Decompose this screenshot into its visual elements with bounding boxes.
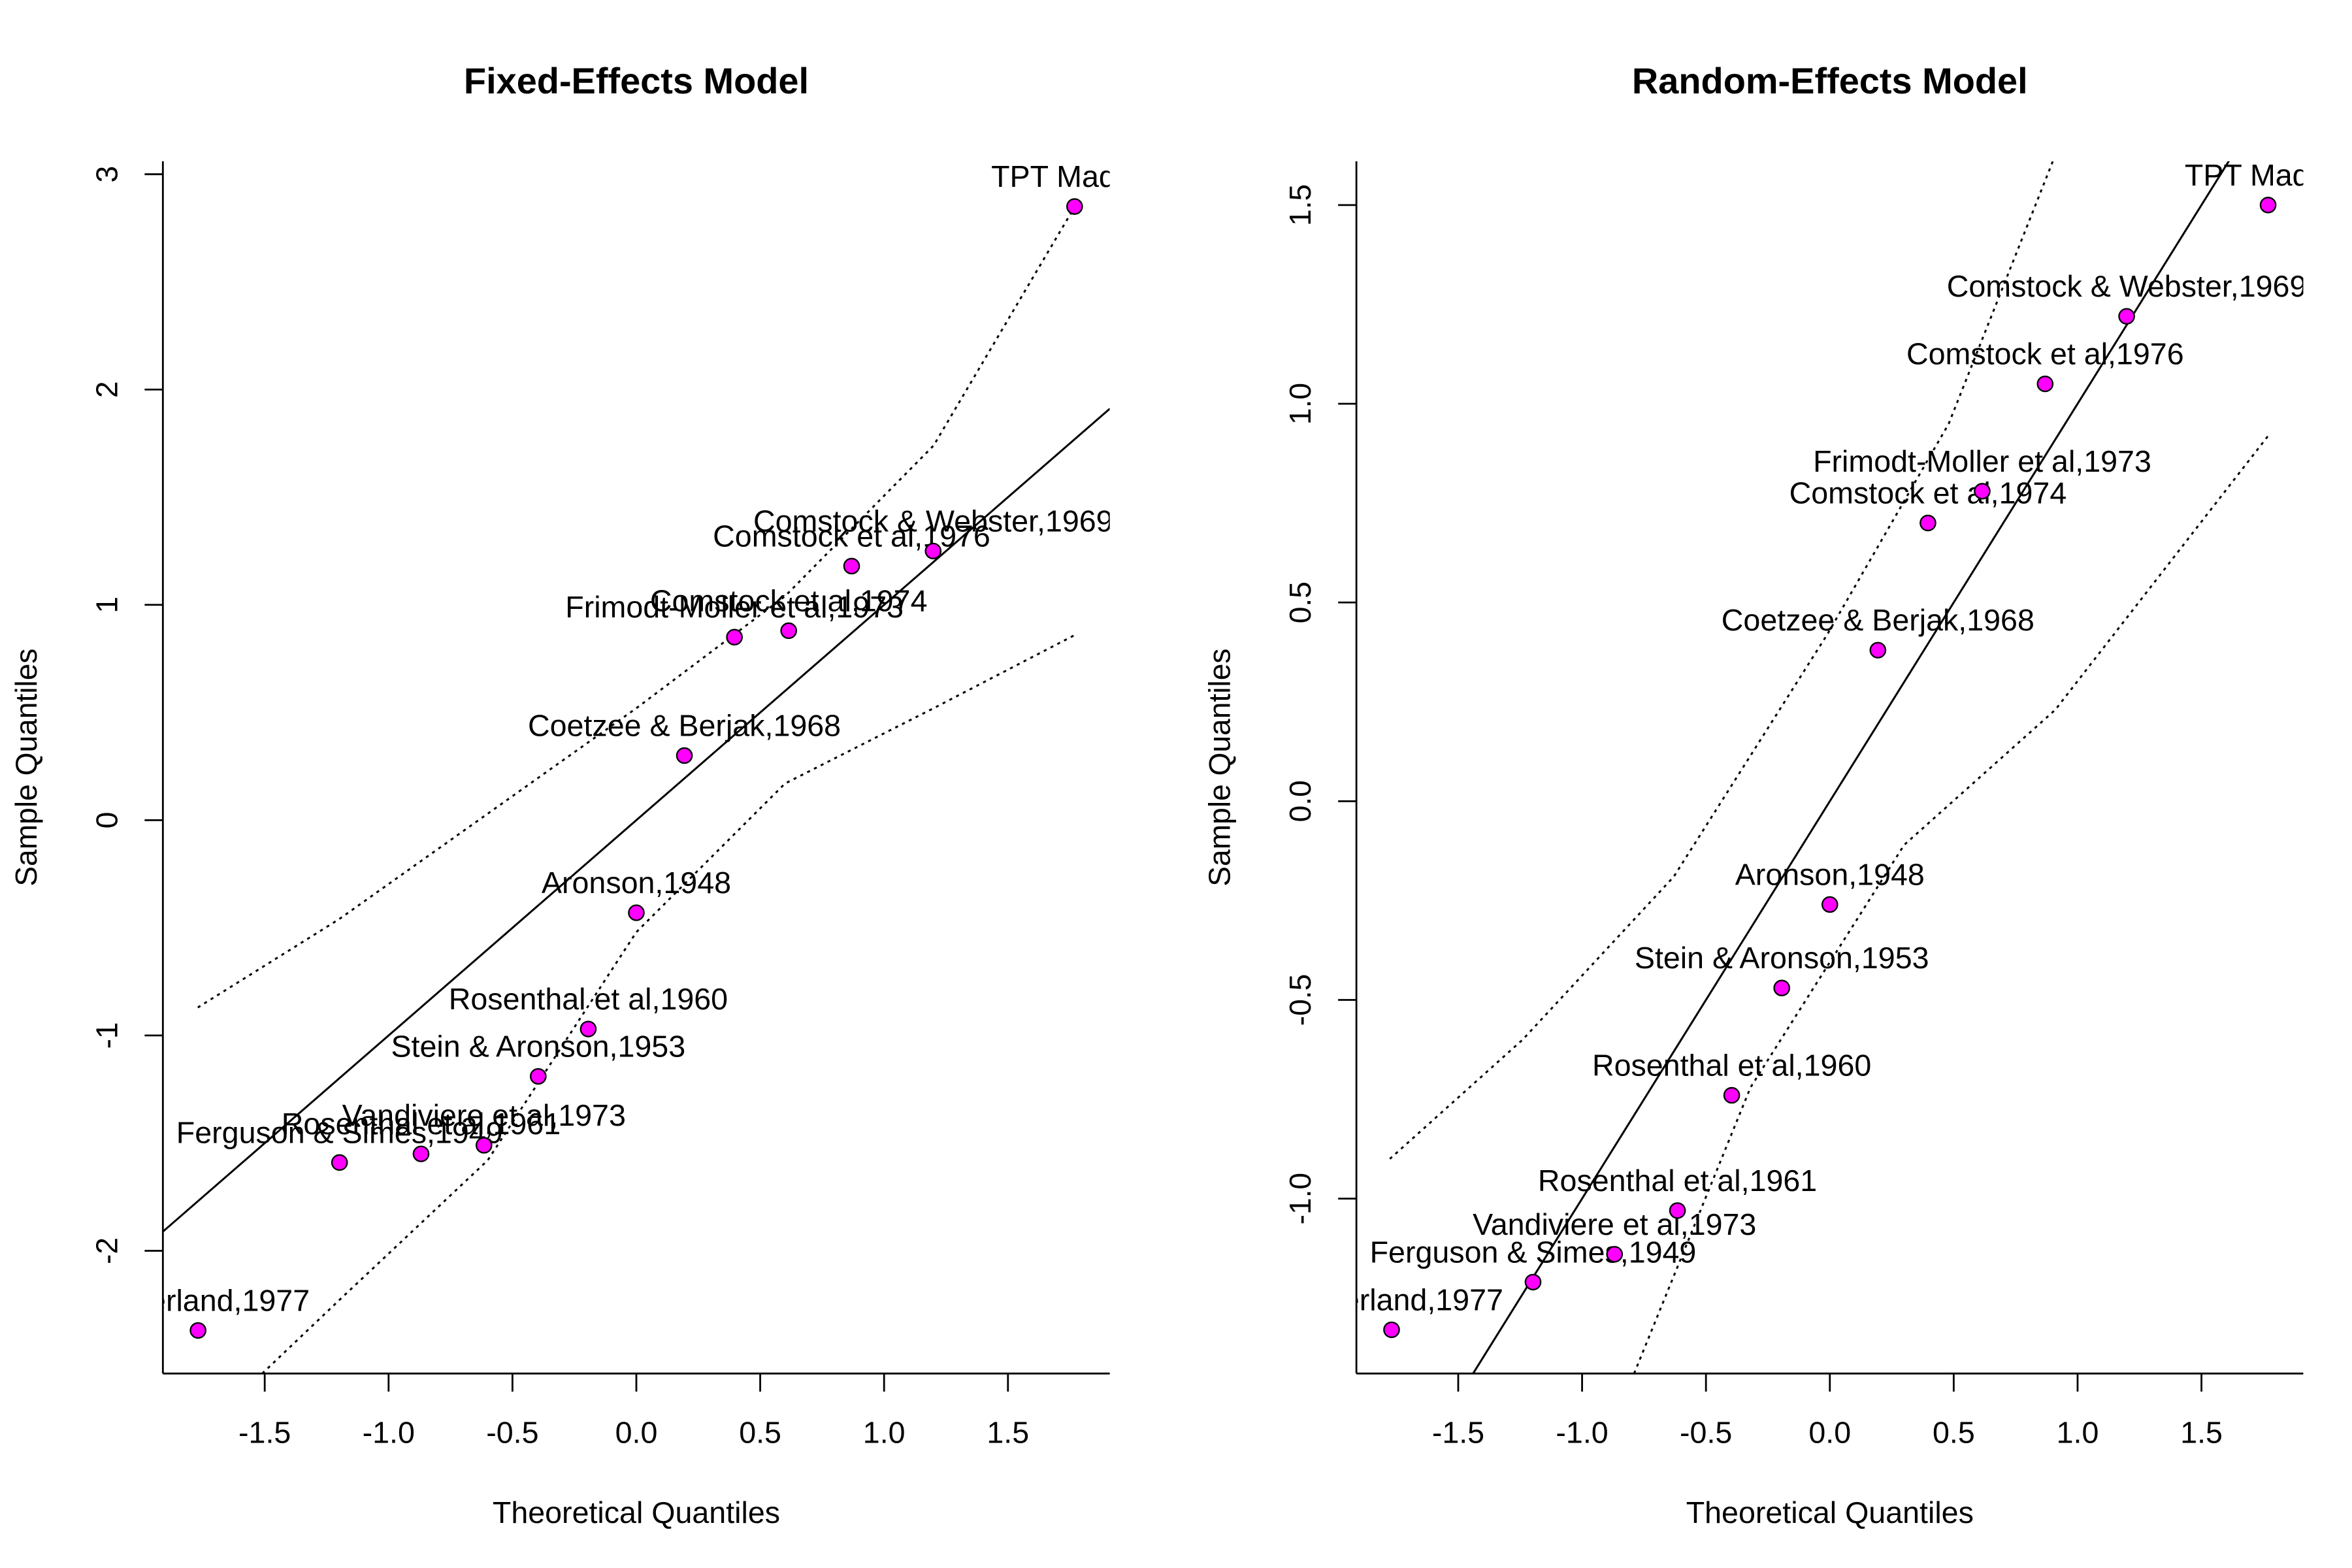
y-tick-label: 0.5 — [1283, 581, 1317, 623]
x-tick-label: 0.0 — [1808, 1416, 1851, 1450]
point — [628, 904, 645, 921]
x-tick-label: 1.0 — [2057, 1416, 2099, 1450]
point-label: Aronson,1948 — [542, 866, 731, 900]
point-label: Aronson,1948 — [1735, 858, 1925, 892]
reference-line — [163, 408, 1110, 1233]
point-label: Ferguson & Simes,1949 — [176, 1116, 503, 1150]
point-label: Frimodt-Moller et al,1973 — [1813, 444, 2151, 478]
point — [1524, 1273, 1542, 1291]
point — [331, 1154, 348, 1171]
envelope-line — [1389, 161, 2054, 1160]
point — [1723, 1086, 1740, 1104]
x-tick-label: -1.0 — [363, 1416, 415, 1450]
point — [1974, 483, 1991, 500]
chart-title: Random-Effects Model — [1632, 61, 2028, 101]
x-tick-label: 0.0 — [615, 1416, 658, 1450]
point-label: Rosenthal et al,1960 — [449, 982, 728, 1016]
point-label: Sutherland,1977 — [1280, 1283, 1503, 1317]
point — [1919, 514, 1936, 532]
point — [1669, 1202, 1686, 1219]
point-label: Comstock & Webster,1969 — [1947, 269, 2307, 303]
point — [780, 622, 798, 640]
x-tick-label: -1.0 — [1556, 1416, 1608, 1450]
envelope-line — [1633, 434, 2270, 1374]
y-axis-label: Sample Quantiles — [9, 649, 43, 887]
x-tick-label: 1.5 — [987, 1416, 1029, 1450]
y-tick-label: 1.0 — [1283, 383, 1317, 425]
envelope-line — [261, 634, 1075, 1374]
y-tick-label: 2 — [90, 381, 123, 398]
point — [580, 1021, 597, 1037]
point — [1821, 896, 1838, 913]
y-tick-label: 1.5 — [1283, 184, 1317, 226]
chart-title: Fixed-Effects Model — [464, 61, 809, 101]
y-tick-label: -1.0 — [1283, 1173, 1317, 1225]
point-label: Comstock et al,1976 — [713, 519, 990, 553]
point — [530, 1068, 547, 1085]
panel: Random-Effects Model Theoretical Quantile… — [1203, 61, 2351, 1529]
x-axis-label: Theoretical Quantiles — [493, 1495, 780, 1529]
y-axis-label: Sample Quantiles — [1203, 649, 1237, 887]
point-label: Comstock & Webster,1969 — [753, 504, 1113, 538]
point-label: TPT Madras — [991, 159, 1158, 193]
point-label: Vandiviere et al,1973 — [1473, 1207, 1756, 1241]
point-label: Coetzee & Berjak,1968 — [528, 709, 841, 743]
point-label: TPT Madras — [2185, 158, 2351, 192]
y-tick-label: 3 — [90, 166, 123, 183]
point-label: Comstock et al,1974 — [650, 584, 928, 618]
reference-line — [1471, 161, 2230, 1374]
plot-area: Sutherland,1977 Ferguson & Simes,1949Vand… — [1280, 158, 2351, 1374]
point — [189, 1322, 206, 1339]
y-tick-label: -2 — [90, 1237, 123, 1264]
point-label: Frimodt-Moller et al,1973 — [565, 590, 904, 624]
x-tick-label: 0.5 — [739, 1416, 781, 1450]
y-tick-label: -0.5 — [1283, 974, 1317, 1026]
point — [1869, 642, 1887, 659]
y-tick-label: -1 — [90, 1022, 123, 1049]
x-axis-label: Theoretical Quantiles — [1686, 1495, 1974, 1529]
point-label: Comstock et al,1976 — [1906, 337, 2184, 371]
x-tick-label: 0.5 — [1933, 1416, 1975, 1450]
x-tick-label: -1.5 — [238, 1416, 291, 1450]
point-label: Coetzee & Berjak,1968 — [1722, 603, 2034, 637]
point — [1066, 198, 1083, 215]
y-tick-label: 0 — [90, 812, 123, 829]
point — [412, 1145, 430, 1162]
point-label: Comstock et al,1974 — [1789, 476, 2067, 510]
point-label: Rosenthal et al,1961 — [1538, 1164, 1817, 1198]
point — [843, 557, 860, 575]
y-tick-label: 1 — [90, 596, 123, 613]
point-label: Sutherland,1977 — [86, 1284, 310, 1318]
x-tick-label: -0.5 — [486, 1416, 538, 1450]
x-tick-label: -1.5 — [1432, 1416, 1484, 1450]
point-label: Rosenthal et al,1960 — [1592, 1049, 1871, 1083]
point-label: Stein & Aronson,1953 — [391, 1030, 685, 1064]
point — [924, 542, 942, 560]
point-label: Rosenthal et al,1961 — [282, 1107, 561, 1141]
point — [2036, 375, 2054, 393]
point-label: Vandiviere et al,1973 — [342, 1098, 626, 1132]
point — [1383, 1321, 1400, 1339]
y-tick-label: 0.0 — [1283, 780, 1317, 822]
point — [726, 629, 743, 645]
point-label: Stein & Aronson,1953 — [1635, 941, 1929, 975]
point — [1606, 1246, 1624, 1263]
point — [475, 1137, 493, 1154]
point — [676, 747, 693, 764]
panel: Fixed-Effects Model Theoretical Quantiles… — [9, 61, 1158, 1529]
point-label: Ferguson & Simes,1949 — [1370, 1235, 1697, 1269]
x-tick-label: 1.5 — [2180, 1416, 2223, 1450]
x-tick-label: -0.5 — [1680, 1416, 1732, 1450]
point — [2118, 308, 2135, 325]
point — [2259, 197, 2277, 214]
point — [1773, 979, 1791, 996]
x-tick-label: 1.0 — [863, 1416, 906, 1450]
